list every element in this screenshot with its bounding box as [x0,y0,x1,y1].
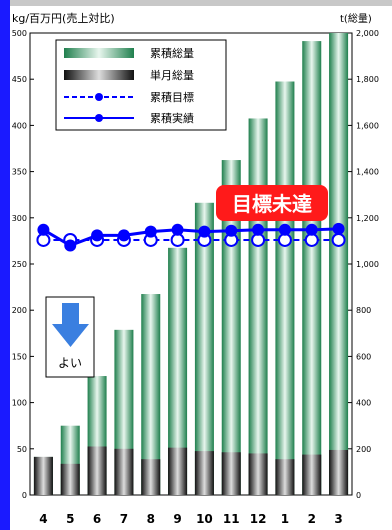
right-tick-label: 2,000 [356,29,379,38]
category-tick-label: 9 [173,512,181,526]
monthly-total-bar [60,463,80,495]
monthly-total-bar [248,453,268,495]
right-tick-label: 600 [356,352,371,361]
monthly-total-bar [114,448,134,495]
cumulative-actual-point [225,224,238,237]
monthly-total-bar [141,459,161,495]
monthly-total-bar [275,459,295,495]
down-arrow-icon-stem [62,303,79,325]
good-direction-indicator: よい [45,296,95,378]
cumulative-actual-point [117,229,130,242]
right-tick-label: 1,400 [356,168,379,177]
left-tick-label: 350 [12,168,27,177]
monthly-total-bar [33,456,53,495]
target-status-text: 目標未達 [232,192,312,216]
cumulative-total-bar [168,247,188,495]
cumulative-total-bar [141,294,161,495]
top-frame-bar [10,0,392,6]
tick-layer: 5004504003503002502001501005002,0001,800… [12,29,379,526]
category-tick-label: 12 [250,512,267,526]
legend-label-monthly-total: 単月総量 [150,68,194,82]
category-tick-label: 5 [66,512,74,526]
category-tick-label: 11 [223,512,240,526]
monthly-total-bar [329,449,349,495]
cumulative-actual-point [37,223,50,236]
line-layer [36,222,346,252]
legend-label-cumulative-total: 累積総量 [150,46,194,60]
cumulative-total-bar [248,118,268,495]
category-tick-label: 10 [196,512,213,526]
legend-marker-cumulative-actual [95,114,103,122]
category-tick-label: 7 [120,512,128,526]
category-tick-label: 6 [93,512,101,526]
right-tick-label: 1,600 [356,121,379,130]
right-tick-label: 1,800 [356,75,379,84]
monthly-total-bar [221,452,241,495]
right-tick-label: 0 [356,491,361,500]
legend-swatch-cumulative-total [64,48,134,58]
monthly-total-bar [168,447,188,495]
cumulative-actual-point [252,223,265,236]
left-tick-label: 250 [12,260,27,269]
cumulative-total-bar [302,41,322,496]
left-axis-label: kg/百万円(売上対比) [12,11,115,25]
cumulative-actual-point [171,223,184,236]
left-tick-label: 50 [17,445,27,454]
cumulative-actual-point [278,223,291,236]
left-tick-label: 150 [12,352,27,361]
cumulative-actual-point [198,225,211,238]
category-tick-label: 1 [281,512,289,526]
left-frame-strip [0,0,10,530]
category-tick-label: 8 [147,512,155,526]
cumulative-target-point [331,232,346,247]
target-status-badge-bg [216,185,328,221]
left-tick-label: 400 [12,121,27,130]
left-tick-label: 500 [12,29,27,38]
legend-label-cumulative-target: 累積目標 [150,90,194,104]
category-tick-label: 2 [308,512,316,526]
left-tick-label: 450 [12,75,27,84]
monthly-total-bar [87,446,107,495]
monthly-total-bar [194,451,214,495]
right-tick-label: 400 [356,399,371,408]
right-tick-label: 1,200 [356,214,379,223]
legend: 累積総量 単月総量 累積目標 累積実績 [55,39,227,131]
cumulative-actual-point [64,239,77,252]
cumulative-total-bar [329,33,349,495]
legend-swatch-monthly-total [64,70,134,80]
legend-label-cumulative-actual: 累積実績 [150,111,194,125]
right-axis-label: t(総量) [340,12,372,25]
cumulative-total-bar [194,202,214,495]
left-tick-label: 300 [12,214,27,223]
left-tick-label: 0 [22,491,27,500]
cumulative-actual-point [332,222,345,235]
target-status-badge: 目標未達 [216,185,328,221]
right-tick-label: 1,000 [356,260,379,269]
left-tick-label: 200 [12,306,27,315]
monthly-total-bar [302,454,322,495]
right-tick-label: 800 [356,306,371,315]
category-tick-label: 3 [334,512,342,526]
cumulative-actual-point [144,225,157,238]
good-direction-label: よい [58,356,82,370]
cumulative-actual-point [91,229,104,242]
down-arrow-icon [52,324,89,347]
cumulative-actual-point [305,223,318,236]
legend-marker-cumulative-target [95,93,103,101]
right-tick-label: 200 [356,445,371,454]
category-tick-label: 4 [39,512,47,526]
cumulative-total-bar [275,81,295,495]
left-tick-label: 100 [12,399,27,408]
